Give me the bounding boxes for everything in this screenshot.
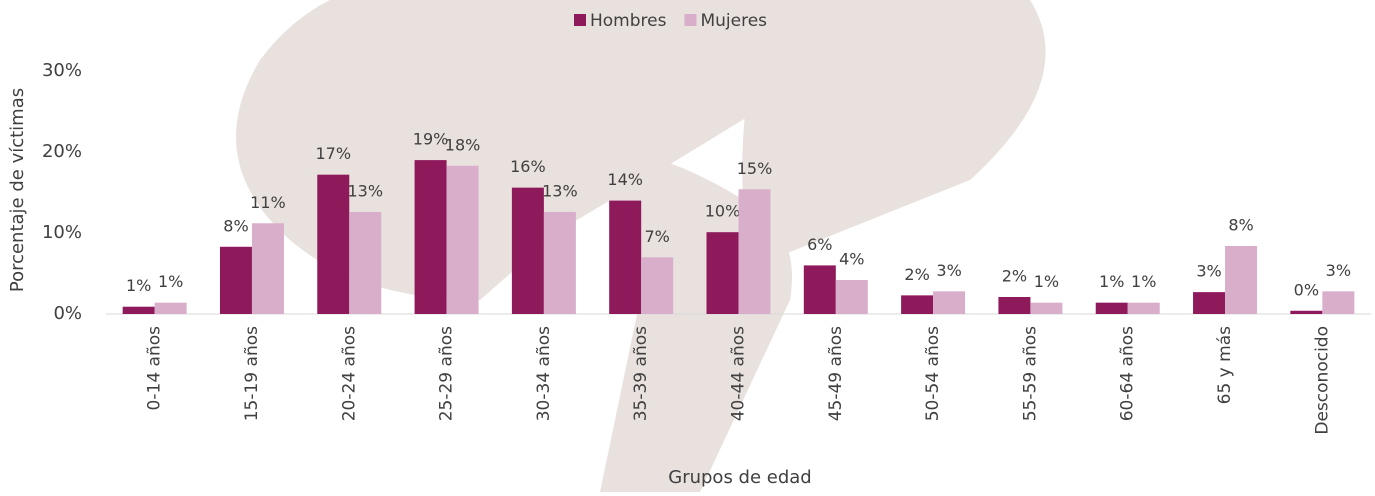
bar [219, 246, 252, 314]
bar [803, 265, 836, 314]
y-tick-label: 10% [42, 222, 82, 243]
x-tick-label: 30-34 años [534, 326, 554, 421]
bar [738, 189, 771, 314]
value-label: 1% [158, 272, 183, 291]
bar [1095, 302, 1128, 314]
x-axis-title: Grupos de edad [668, 467, 811, 488]
bar [1127, 302, 1160, 314]
x-tick-label: 60-64 años [1118, 326, 1138, 421]
bar [1225, 245, 1258, 314]
bar [122, 306, 155, 314]
value-label: 15% [737, 159, 773, 178]
value-label: 1% [1034, 272, 1059, 291]
value-label: 13% [347, 181, 383, 200]
bar [998, 296, 1031, 314]
x-tick-label: 0-14 años [145, 326, 165, 411]
value-label: 1% [1099, 272, 1124, 291]
x-tick-label: Desconocido [1312, 326, 1332, 435]
value-label: 1% [126, 276, 151, 295]
bar [1030, 302, 1063, 314]
bar [901, 295, 934, 314]
value-label: 18% [445, 135, 481, 154]
x-tick-label: 25-29 años [437, 326, 457, 421]
legend-swatch [574, 14, 586, 26]
value-label: 8% [1228, 215, 1253, 234]
bar [317, 174, 350, 314]
value-label: 19% [413, 130, 449, 149]
x-tick-label: 45-49 años [826, 326, 846, 421]
value-label: 16% [510, 157, 546, 176]
y-tick-label: 20% [42, 141, 82, 162]
bar [835, 279, 868, 314]
y-axis-title: Porcentaje de víctimas [7, 88, 28, 292]
x-tick-label: 50-54 años [923, 326, 943, 421]
bar [1322, 291, 1355, 314]
value-label: 17% [315, 144, 351, 163]
x-tick-label: 35-39 años [631, 326, 651, 421]
bar [543, 211, 576, 314]
y-tick-label: 30% [42, 60, 82, 81]
bar [511, 187, 544, 314]
value-label: 6% [807, 235, 832, 254]
bar [446, 165, 479, 314]
bar [154, 302, 187, 314]
bar [251, 223, 284, 314]
value-label: 11% [250, 193, 286, 212]
value-label: 4% [839, 249, 864, 268]
bar [706, 232, 739, 314]
value-label: 3% [936, 261, 961, 280]
bar [641, 257, 674, 314]
value-label: 3% [1326, 261, 1351, 280]
legend-swatch [684, 14, 697, 26]
x-tick-label: 15-19 años [242, 326, 262, 421]
x-tick-label: 40-44 años [729, 326, 749, 421]
bar [1290, 310, 1323, 314]
y-tick-label: 0% [53, 303, 82, 324]
x-tick-label: 20-24 años [339, 326, 359, 421]
value-label: 3% [1196, 262, 1221, 281]
bar [414, 160, 447, 314]
value-label: 13% [542, 181, 578, 200]
value-label: 8% [223, 216, 248, 235]
value-label: 7% [644, 227, 669, 246]
value-label: 2% [1002, 266, 1027, 285]
value-label: 2% [904, 265, 929, 284]
watermark [236, 0, 1046, 493]
x-tick-label: 65 y más [1215, 326, 1235, 404]
value-label: 10% [705, 202, 741, 221]
value-label: 0% [1294, 280, 1319, 299]
bar [933, 291, 966, 314]
legend-label: Hombres [590, 11, 667, 31]
x-tick-label: 55-59 años [1020, 326, 1040, 421]
value-label: 14% [607, 170, 643, 189]
value-label: 1% [1131, 272, 1156, 291]
bar [609, 200, 642, 314]
legend-label: Mujeres [700, 11, 767, 31]
bar [1193, 292, 1226, 314]
bar [349, 211, 382, 314]
